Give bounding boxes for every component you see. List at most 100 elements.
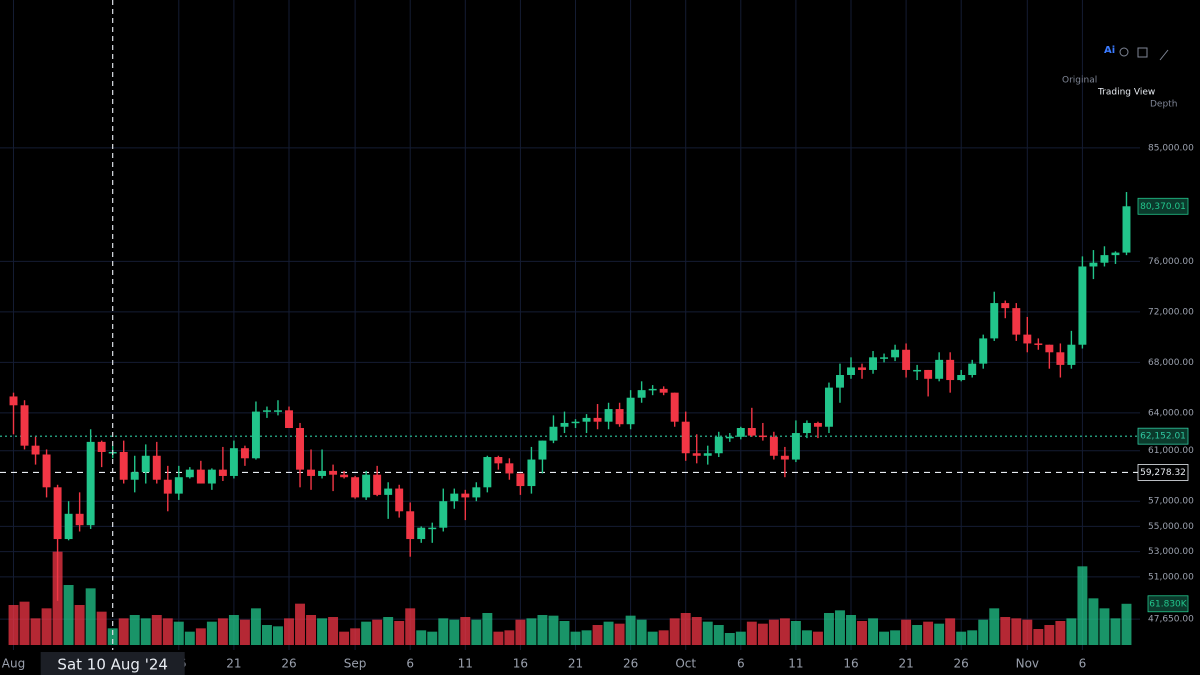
candle-body xyxy=(285,410,293,428)
volume-bar xyxy=(41,608,52,645)
crosshair-label: Sat 10 Aug '24 xyxy=(57,656,168,674)
volume-bar xyxy=(129,615,140,645)
x-tick-label: Aug xyxy=(2,657,25,671)
volume-bar xyxy=(96,611,107,645)
candle-body xyxy=(1001,303,1010,309)
candle-body xyxy=(780,455,789,460)
x-tick-label: 6 xyxy=(1079,657,1087,671)
y-tick-label: 72,000.00 xyxy=(1148,307,1194,317)
candle-body xyxy=(395,488,404,512)
volume-bar xyxy=(978,619,989,645)
candle-body xyxy=(791,433,800,460)
volume-bar xyxy=(746,621,757,645)
volume-tag xyxy=(1147,595,1189,613)
candle-body xyxy=(1045,344,1054,353)
volume-bar xyxy=(262,625,272,645)
volume-bar xyxy=(195,628,206,645)
candle-body xyxy=(913,369,922,372)
candle-body xyxy=(31,445,40,455)
candle-body xyxy=(593,417,602,422)
volume-bar xyxy=(8,605,19,645)
volume-bar xyxy=(724,633,735,645)
candle-body xyxy=(615,409,624,425)
volume-bar xyxy=(273,626,283,645)
volume-bar xyxy=(636,619,647,645)
volume-bar xyxy=(768,619,779,645)
volume-bar xyxy=(835,610,845,645)
candle-body xyxy=(240,448,249,459)
volume-bar xyxy=(1022,619,1033,645)
volume-bar xyxy=(438,618,449,645)
candle-body xyxy=(329,470,338,475)
volume-bar xyxy=(901,619,912,645)
view-tab[interactable]: Depth xyxy=(1150,100,1177,110)
candle-body xyxy=(152,455,161,480)
volume-bar xyxy=(515,619,526,645)
candle-body xyxy=(571,421,580,424)
volume-bar xyxy=(1110,618,1121,645)
bell-icon[interactable] xyxy=(1119,47,1129,57)
volume-bar xyxy=(824,613,834,645)
volume-bar xyxy=(934,623,945,645)
volume-bar xyxy=(614,623,625,645)
volume-bar xyxy=(493,631,504,645)
volume-bar xyxy=(383,617,394,645)
volume-bar xyxy=(548,615,559,645)
volume-bar xyxy=(1033,629,1044,645)
candle-body xyxy=(648,388,657,391)
volume-tag-label: 61.830K xyxy=(1149,599,1187,609)
volume-bar xyxy=(85,588,96,645)
view-tab[interactable]: Original xyxy=(1062,76,1097,86)
candle-body xyxy=(714,436,723,454)
candle-body xyxy=(494,457,503,464)
volume-bar xyxy=(74,605,85,645)
x-tick-label: Oct xyxy=(675,657,696,671)
volume-bar xyxy=(206,621,217,645)
volume-bar xyxy=(801,630,812,645)
crosshair-box xyxy=(40,652,185,675)
candle-body xyxy=(262,410,271,412)
volume-bar xyxy=(361,621,372,645)
candle-body xyxy=(902,349,911,370)
volume-bar xyxy=(1011,618,1022,645)
candle-body xyxy=(163,479,172,494)
y-tick-label: 55,000.00 xyxy=(1148,522,1194,532)
volume-bar xyxy=(680,613,691,645)
y-tick-label: 51,000.00 xyxy=(1148,572,1194,582)
volume-bar xyxy=(570,631,581,645)
volume-bar xyxy=(19,601,30,645)
draw-icon[interactable] xyxy=(1159,49,1169,61)
candle-body xyxy=(1122,206,1131,253)
layout-icon[interactable] xyxy=(1137,47,1148,58)
x-tick-label: 21 xyxy=(568,657,583,671)
x-tick-label: 6 xyxy=(737,657,745,671)
volume-bar xyxy=(140,618,151,645)
volume-bar xyxy=(713,625,724,645)
ai-button[interactable]: Ai xyxy=(1104,45,1115,56)
volume-bar xyxy=(967,630,978,645)
candle-body xyxy=(824,387,833,427)
candle-body xyxy=(626,397,635,425)
candle-body xyxy=(9,396,18,406)
candle-body xyxy=(362,474,371,498)
candle-body xyxy=(1111,252,1120,256)
volume-bar xyxy=(405,608,416,645)
candle-body xyxy=(1023,334,1032,344)
volume-bar xyxy=(625,615,636,645)
candle-body xyxy=(1012,308,1021,335)
candle-body xyxy=(296,428,304,470)
volume-bar xyxy=(812,631,823,645)
candle-body xyxy=(53,487,62,540)
x-tick-label: 11 xyxy=(788,657,803,671)
y-tick-label: 57,000.00 xyxy=(1148,497,1194,507)
view-tab[interactable]: Trading View xyxy=(1097,88,1155,98)
candle-body xyxy=(659,388,668,393)
candle-body xyxy=(141,455,150,473)
volume-bar xyxy=(471,619,482,645)
candle-body xyxy=(351,477,360,498)
candle-body xyxy=(891,349,900,358)
candle-body xyxy=(439,501,448,528)
volume-bar xyxy=(184,631,195,645)
